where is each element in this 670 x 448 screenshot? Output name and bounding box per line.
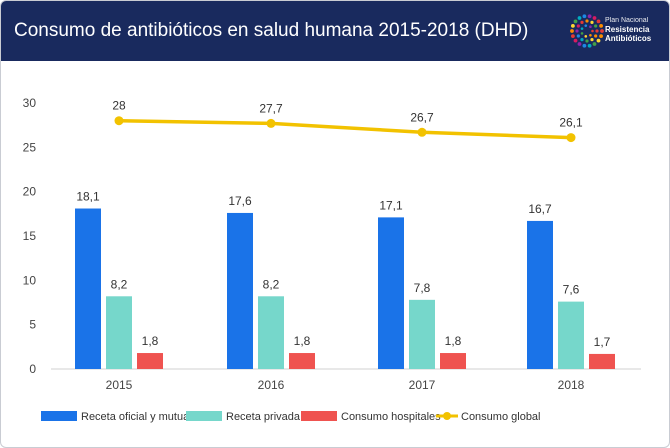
legend-swatch [301,411,337,421]
plan-nacional-logo-icon [570,14,604,48]
y-tick-label: 15 [23,229,37,243]
chart-title: Consumo de antibióticos en salud humana … [14,20,529,41]
bar-data-label: 16,7 [528,202,552,216]
x-tick-label: 2018 [558,378,585,392]
x-tick-label: 2015 [106,378,133,392]
logo-line-1: Plan Nacional [605,17,649,24]
bar [558,301,584,369]
line-data-label: 28 [112,99,126,113]
legend-label: Receta privada [226,411,301,423]
line-data-label: 26,1 [559,116,583,130]
line-point [417,127,427,137]
bar [106,296,132,369]
bar [289,353,315,369]
y-tick-label: 10 [23,273,37,287]
y-tick-label: 0 [29,362,36,376]
line-data-label: 26,7 [410,110,434,124]
chart-plot: 0 5 10 15 20 25 30 18,1 17,6 17,1 16,7 8,2 8,2 7,8 7,6… [23,96,641,423]
y-tick-label: 5 [29,318,36,332]
line-point [114,116,124,126]
bar-data-label: 1,7 [594,335,611,349]
bar [527,220,553,369]
chart-header: Consumo de antibióticos en salud humana … [1,1,669,61]
bar [440,353,466,369]
legend-swatch [41,411,77,421]
legend-label: Consumo hospitales [341,411,441,423]
bar-data-label: 18,1 [76,190,100,204]
y-tick-label: 30 [23,96,37,110]
bar [409,299,435,369]
line-point [266,118,276,128]
legend-label: Consumo global [461,411,541,423]
bar-data-label: 1,8 [142,334,159,348]
legend-swatch [186,411,222,421]
line-point [566,133,576,143]
bar [258,296,284,369]
x-tick-label: 2016 [258,378,285,392]
bar [378,217,404,369]
line-consumo-global [118,118,572,140]
bar-data-label: 7,8 [414,281,431,295]
legend-label: Receta oficial y mutuas [81,411,195,423]
bar-data-label: 1,8 [294,334,311,348]
bar-data-label: 8,2 [263,277,280,291]
bar [75,208,101,369]
bar-data-label: 1,8 [445,334,462,348]
bar-data-label: 7,6 [563,283,580,297]
logo-line-2: Resistencia [605,25,650,34]
bar [227,212,253,369]
line-data-label: 27,7 [259,101,283,115]
legend-marker [443,412,451,420]
y-tick-label: 25 [23,140,37,154]
bar-data-label: 17,1 [379,198,403,212]
logo-text: Plan Nacional Resistencia Antibióticos [605,16,651,43]
x-tick-label: 2017 [409,378,436,392]
bar-data-label: 17,6 [228,194,252,208]
bar [137,353,163,369]
bar-data-label: 8,2 [111,277,128,291]
bar [589,353,615,369]
logo-line-3: Antibióticos [605,34,652,43]
y-tick-label: 20 [23,185,37,199]
